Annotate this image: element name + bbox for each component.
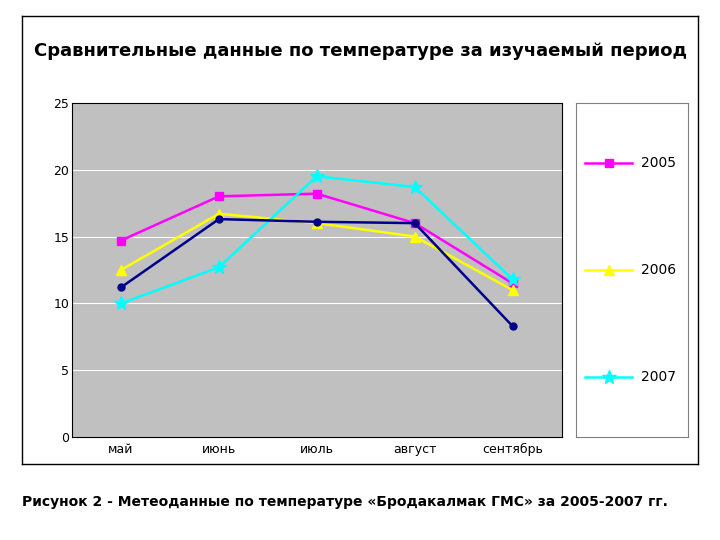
Text: Сравнительные данные по температуре за изучаемый период: Сравнительные данные по температуре за и… [34, 42, 686, 60]
Text: Рисунок 2 - Метеоданные по температуре «Бродакалмак ГМС» за 2005-2007 гг.: Рисунок 2 - Метеоданные по температуре «… [22, 495, 667, 509]
Text: 2005: 2005 [641, 156, 676, 170]
Text: 2007: 2007 [641, 370, 676, 384]
Text: 2006: 2006 [641, 263, 676, 277]
